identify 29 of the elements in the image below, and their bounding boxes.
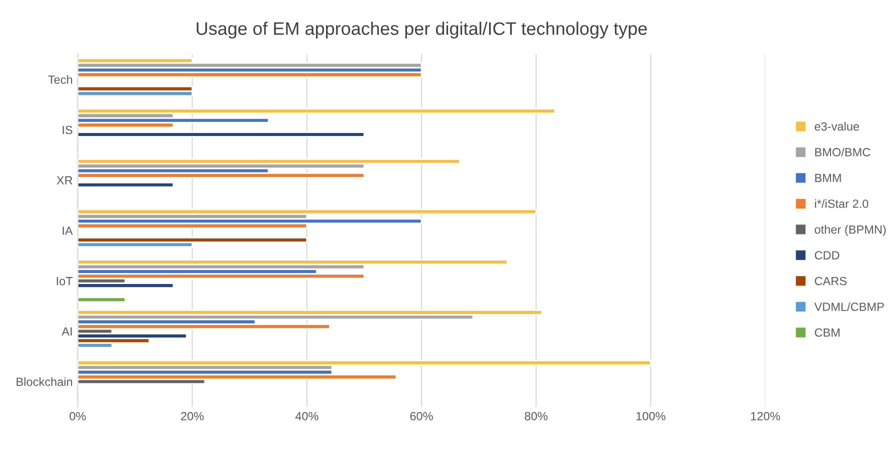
legend-label: BMO/BMC (815, 148, 870, 156)
legend-label: CARS (814, 276, 847, 286)
chart-title: Usage of EM approaches per digital/ICT technology type (196, 22, 647, 39)
legend-label: CBM (814, 328, 840, 337)
legend-label: other (BPMN) (814, 225, 886, 236)
y-tick-label: XR (56, 176, 72, 184)
x-tick-label: 60% (410, 412, 433, 420)
legend-label: e3-value (814, 122, 860, 131)
bar (78, 259, 508, 266)
y-tick-label: AI (62, 327, 72, 336)
x-tick-label: 0% (70, 412, 86, 420)
y-tick-label: IA (62, 226, 73, 235)
bar (78, 108, 556, 114)
y-tick-label: Blockchain (16, 377, 72, 386)
legend-label: i*/iStar 2.0 (815, 199, 868, 208)
x-tick-label: 120% (751, 412, 780, 420)
legend-label: VDML/CBMP (814, 302, 884, 311)
bar (78, 296, 126, 303)
bar (78, 182, 174, 188)
x-tick-label: 40% (295, 412, 318, 420)
y-tick-label: IoT (56, 277, 73, 286)
bar (78, 132, 365, 138)
x-tick-label: 20% (181, 412, 204, 420)
x-tick-label: 80% (524, 412, 548, 420)
y-tick-label: Tech (48, 75, 72, 84)
y-tick-label: IS (62, 126, 72, 134)
x-tick-label: 100% (636, 412, 666, 420)
legend-label: CDD (814, 251, 840, 260)
legend-label: BMM (815, 174, 841, 182)
